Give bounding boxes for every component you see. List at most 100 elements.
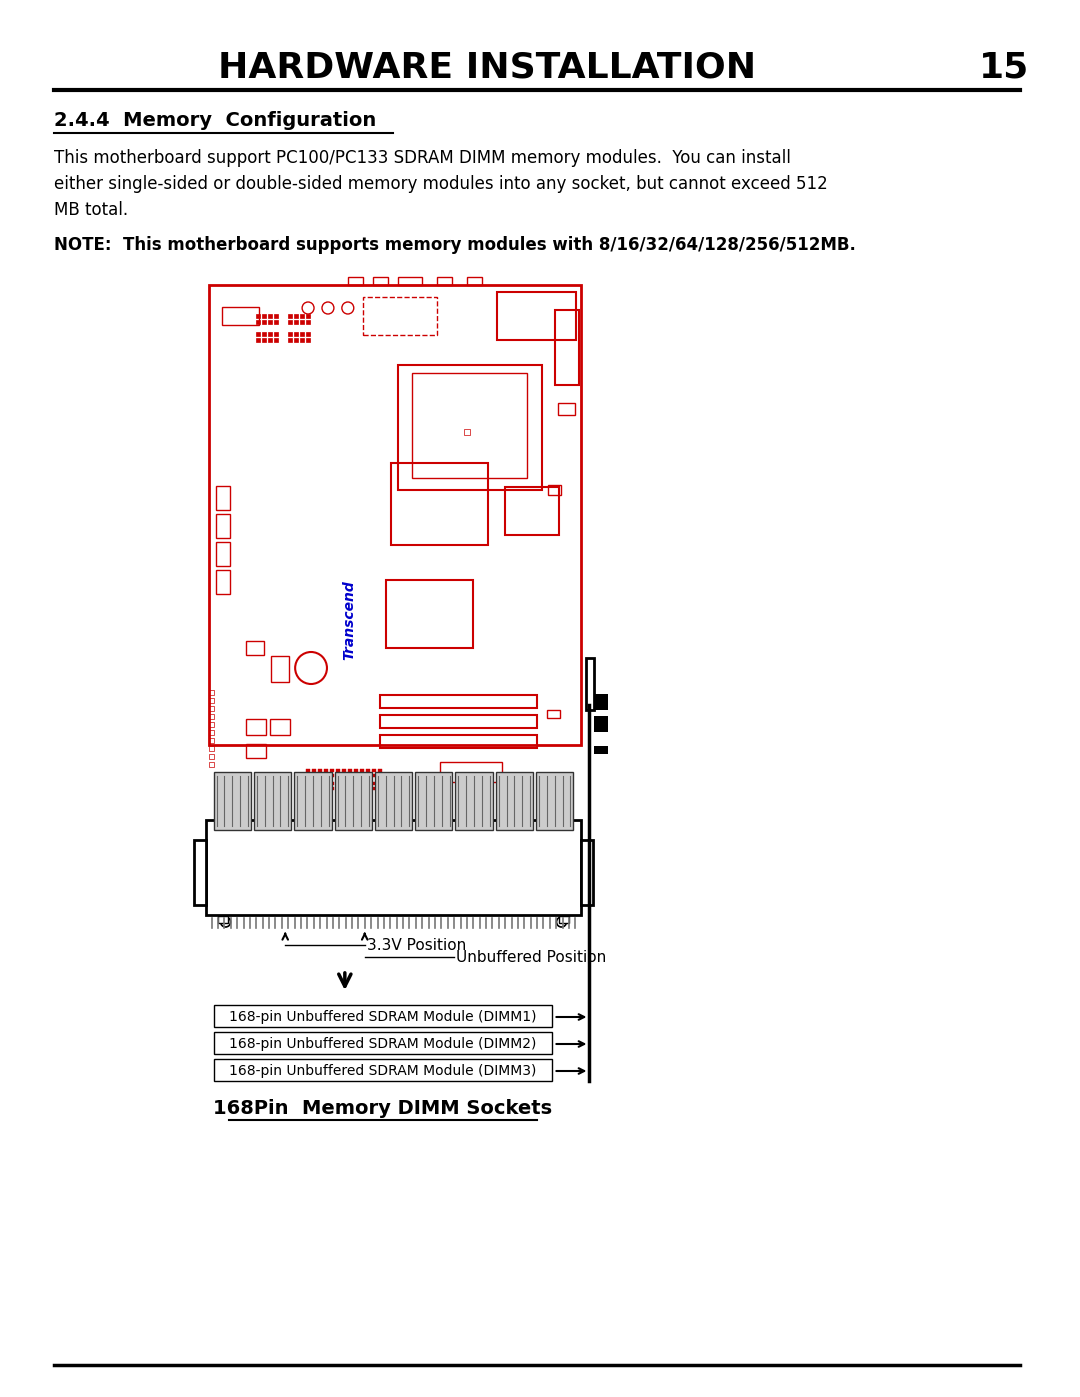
Bar xyxy=(288,320,293,324)
Bar xyxy=(208,698,214,703)
Bar xyxy=(256,320,260,324)
Bar xyxy=(318,768,322,773)
Bar xyxy=(221,307,259,326)
Bar xyxy=(354,787,357,789)
Bar xyxy=(536,773,573,830)
Bar xyxy=(378,782,381,785)
Bar xyxy=(360,768,364,773)
Bar xyxy=(205,820,581,915)
Bar xyxy=(456,773,492,830)
Bar xyxy=(324,774,328,777)
Bar xyxy=(214,1004,552,1027)
Bar xyxy=(336,774,340,777)
Bar xyxy=(380,735,537,747)
Bar xyxy=(262,332,267,337)
Bar xyxy=(324,768,328,773)
Bar xyxy=(214,773,251,830)
Text: 168Pin  Memory DIMM Sockets: 168Pin Memory DIMM Sockets xyxy=(213,1098,552,1118)
Bar xyxy=(324,782,328,785)
Text: either single-sided or double-sided memory modules into any socket, but cannot e: either single-sided or double-sided memo… xyxy=(54,175,827,193)
Text: MB total.: MB total. xyxy=(54,201,127,219)
Bar xyxy=(270,719,291,735)
Bar xyxy=(548,485,562,495)
Bar xyxy=(254,773,292,830)
Bar xyxy=(415,773,453,830)
Bar xyxy=(437,277,453,285)
Bar xyxy=(300,338,305,342)
Bar xyxy=(246,641,265,655)
Bar xyxy=(271,657,289,682)
Bar xyxy=(594,746,608,754)
Bar xyxy=(336,768,340,773)
Bar xyxy=(246,719,267,735)
Bar xyxy=(306,320,310,324)
Bar xyxy=(274,332,279,337)
Bar xyxy=(546,710,561,718)
Bar xyxy=(342,782,346,785)
Text: Transcend: Transcend xyxy=(342,580,356,659)
Bar xyxy=(306,332,310,337)
Bar xyxy=(208,738,214,743)
Bar xyxy=(372,787,376,789)
Bar xyxy=(294,773,332,830)
Text: 2.4.4  Memory  Configuration: 2.4.4 Memory Configuration xyxy=(54,110,376,130)
Bar xyxy=(378,774,381,777)
Bar xyxy=(329,774,334,777)
Bar xyxy=(256,338,260,342)
Bar xyxy=(306,314,310,319)
Bar xyxy=(378,787,381,789)
Bar xyxy=(208,714,214,719)
Bar xyxy=(496,773,534,830)
Bar xyxy=(274,314,279,319)
Bar xyxy=(554,310,579,386)
Bar xyxy=(348,782,352,785)
Bar xyxy=(306,774,310,777)
Bar xyxy=(306,787,310,789)
Bar xyxy=(372,774,376,777)
Bar xyxy=(216,570,230,594)
Text: 168-pin Unbuffered SDRAM Module (DIMM2): 168-pin Unbuffered SDRAM Module (DIMM2) xyxy=(229,1037,537,1051)
Bar xyxy=(559,916,569,923)
Bar xyxy=(342,774,346,777)
Bar xyxy=(214,1059,552,1081)
Bar xyxy=(262,338,267,342)
Bar xyxy=(306,768,310,773)
Bar xyxy=(329,782,334,785)
Bar xyxy=(363,298,437,335)
Bar xyxy=(354,768,357,773)
Bar xyxy=(348,787,352,789)
Bar xyxy=(312,782,316,785)
Bar xyxy=(288,338,293,342)
Bar xyxy=(329,787,334,789)
Text: Unbuffered Position: Unbuffered Position xyxy=(456,950,606,964)
Bar xyxy=(413,373,527,478)
Bar xyxy=(397,277,422,285)
Bar xyxy=(372,768,376,773)
Bar xyxy=(208,722,214,726)
Bar xyxy=(335,773,372,830)
Bar xyxy=(318,774,322,777)
Bar xyxy=(312,787,316,789)
Bar xyxy=(208,754,214,759)
Bar xyxy=(557,402,576,415)
Bar xyxy=(216,514,230,538)
Bar xyxy=(581,840,593,905)
Bar xyxy=(268,320,272,324)
Bar xyxy=(208,705,214,711)
Text: 168-pin Unbuffered SDRAM Module (DIMM3): 168-pin Unbuffered SDRAM Module (DIMM3) xyxy=(229,1065,537,1078)
Bar xyxy=(268,314,272,319)
Bar xyxy=(464,429,470,434)
Bar xyxy=(336,787,340,789)
Bar xyxy=(441,761,502,782)
Bar xyxy=(586,658,594,710)
Bar xyxy=(380,694,537,708)
Bar xyxy=(216,542,230,566)
Bar xyxy=(397,365,541,490)
Bar xyxy=(318,787,322,789)
Bar xyxy=(594,717,608,732)
Bar xyxy=(268,338,272,342)
Text: 3.3V Position: 3.3V Position xyxy=(367,937,465,953)
Bar xyxy=(375,773,413,830)
Bar xyxy=(208,761,214,767)
Bar xyxy=(294,338,298,342)
